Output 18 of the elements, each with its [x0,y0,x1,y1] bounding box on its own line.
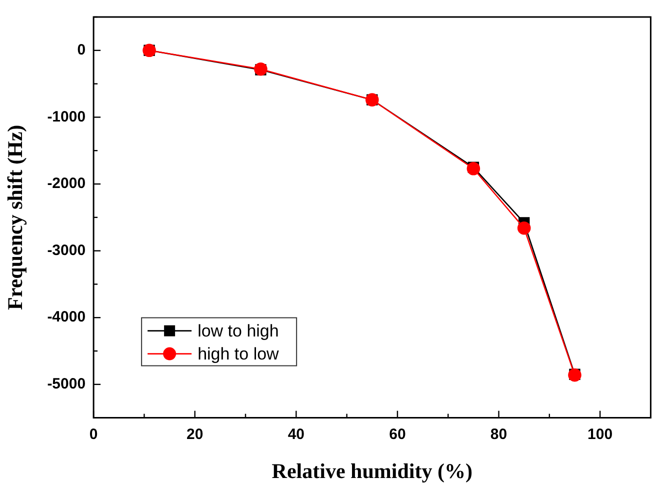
y-axis-title: Frequency shift (Hz) [3,124,28,310]
y-tick-label: 0 [77,42,86,59]
y-tick-label: -5000 [47,376,86,393]
y-tick-label: -2000 [47,175,86,192]
x-tick-label: 0 [89,426,98,443]
y-tick-label: -3000 [47,242,86,259]
y-tick-label: -1000 [47,108,86,126]
y-tick-label: -4000 [47,308,86,326]
x-tick-label: 20 [186,426,204,443]
x-tick-label: 40 [288,426,305,443]
x-tick-label: 80 [490,426,508,443]
x-axis-title: Relative humidity (%) [272,458,472,483]
x-tick-label: 100 [588,426,613,443]
point [517,221,531,235]
legend-label: low to high [198,321,279,340]
x-tick-label: 60 [389,426,406,443]
legend-label: high to low [198,344,280,364]
point [466,162,480,176]
